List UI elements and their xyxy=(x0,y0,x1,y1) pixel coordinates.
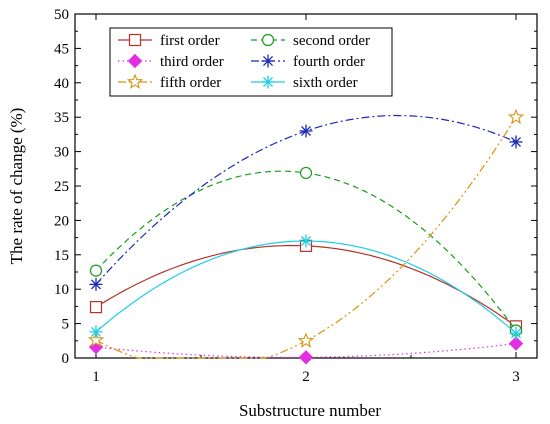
y-tick-label: 5 xyxy=(62,317,70,333)
marker-diamond xyxy=(508,336,524,351)
legend-marker-third-order xyxy=(127,53,143,69)
y-tick-label: 0 xyxy=(62,351,70,367)
data-point-second-order xyxy=(299,166,313,180)
data-point-fifth-order xyxy=(297,332,315,348)
data-point-third-order xyxy=(508,336,524,351)
data-point-third-order xyxy=(298,350,314,365)
data-point-fourth-order xyxy=(509,135,523,149)
data-point-fourth-order xyxy=(299,124,313,138)
marker-stroke xyxy=(262,55,274,67)
legend: first order second order third order fourth… xyxy=(109,27,393,97)
y-tick-label: 45 xyxy=(54,41,69,57)
marker-stroke xyxy=(510,328,522,339)
marker-stroke xyxy=(90,326,102,337)
marker-stroke xyxy=(300,125,312,136)
y-axis-label: The rate of change (%) xyxy=(7,108,26,265)
series-sixth-order xyxy=(89,234,523,340)
marker-star xyxy=(87,331,105,348)
legend-label-second-order: second order xyxy=(293,33,370,49)
y-tick-label: 50 xyxy=(54,7,69,23)
x-tick-label: 2 xyxy=(302,369,310,385)
marker-square xyxy=(128,33,142,47)
data-point-sixth-order xyxy=(89,325,103,339)
legend-marker-fifth-order xyxy=(126,73,144,89)
y-tick-label: 35 xyxy=(54,110,69,126)
marker-star xyxy=(507,108,525,125)
legend-marker-second-order xyxy=(261,33,275,47)
marker-circle xyxy=(299,166,313,180)
legend-marker-fourth-order xyxy=(261,54,275,68)
series-first-order xyxy=(89,239,523,333)
data-point-fourth-order xyxy=(89,277,103,291)
y-tick-label: 15 xyxy=(54,248,69,264)
legend-label-sixth-order: sixth order xyxy=(293,75,358,91)
marker-stroke xyxy=(90,279,102,290)
marker-stroke xyxy=(510,136,522,147)
x-tick-label: 3 xyxy=(512,369,520,385)
marker-stroke xyxy=(300,236,312,247)
data-point-sixth-order xyxy=(509,326,523,340)
x-axis-label: Substructure number xyxy=(239,401,381,420)
marker-square xyxy=(89,300,103,314)
marker-diamond xyxy=(127,53,143,69)
marker-diamond xyxy=(298,350,314,365)
marker-stroke xyxy=(262,76,274,88)
series-fourth-order xyxy=(89,114,523,291)
legend-label-third-order: third order xyxy=(160,54,224,70)
legend-label-fifth-order: fifth order xyxy=(160,75,221,91)
series-line-sixth-order xyxy=(95,240,517,334)
y-tick-label: 40 xyxy=(54,76,69,92)
marker-circle xyxy=(261,33,275,47)
marker-star xyxy=(297,332,315,348)
data-point-second-order xyxy=(89,264,103,277)
y-tick-label: 25 xyxy=(54,179,69,195)
x-tick-label: 1 xyxy=(92,369,100,385)
data-point-fifth-order xyxy=(507,108,525,125)
legend-label-first-order: first order xyxy=(160,33,220,49)
series-line-fourth-order xyxy=(95,114,517,285)
data-point-first-order xyxy=(89,300,103,314)
marker-circle xyxy=(89,264,103,277)
marker-star xyxy=(126,73,144,89)
legend-label-fourth-order: fourth order xyxy=(293,54,365,70)
legend-marker-sixth-order xyxy=(261,75,275,89)
series-fifth-order xyxy=(87,108,525,359)
y-tick-label: 20 xyxy=(54,213,69,229)
legend-marker-first-order xyxy=(128,33,142,47)
y-tick-label: 10 xyxy=(54,282,69,298)
data-point-fifth-order xyxy=(87,331,105,348)
data-point-sixth-order xyxy=(299,234,313,248)
y-tick-label: 30 xyxy=(54,145,69,161)
legend-box xyxy=(109,27,393,97)
